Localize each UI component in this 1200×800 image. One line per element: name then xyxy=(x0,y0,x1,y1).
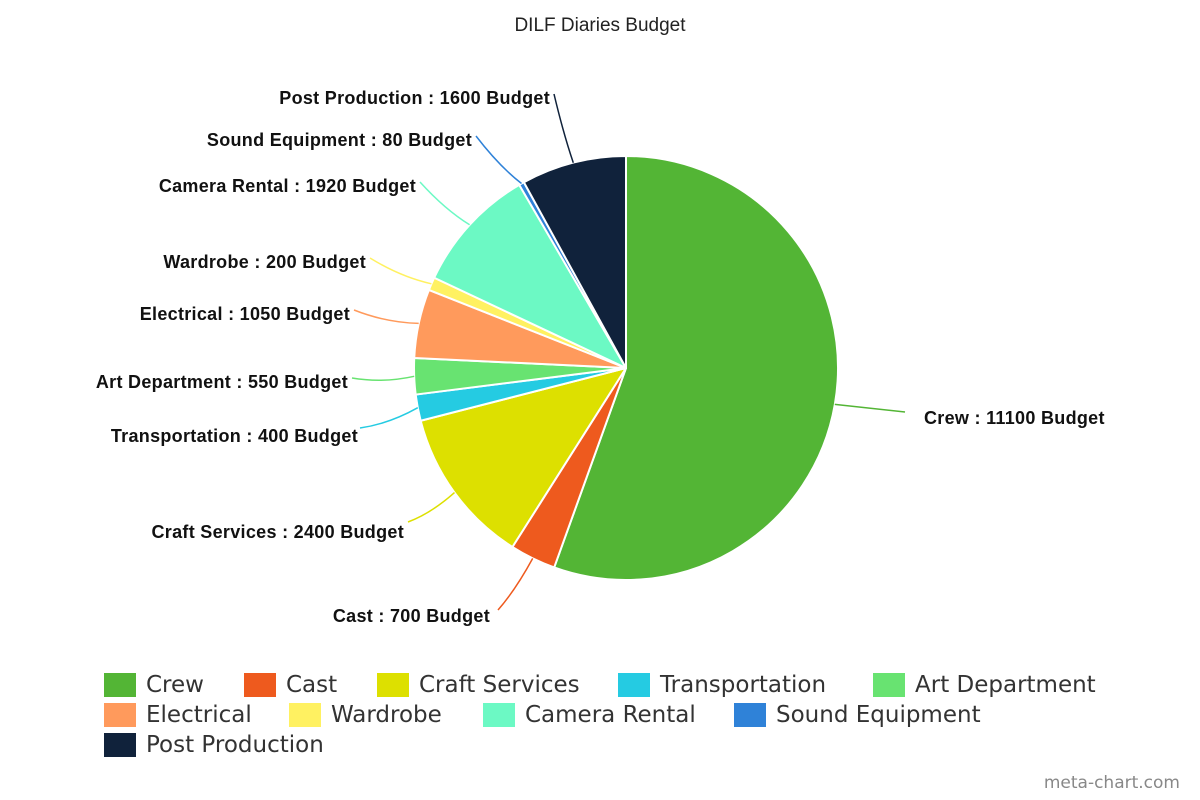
legend-label: Wardrobe xyxy=(331,702,442,728)
pie-slice-crew[interactable] xyxy=(553,155,839,581)
legend-swatch xyxy=(104,733,136,757)
leader-line-post-production xyxy=(553,93,575,163)
leader-line-crew xyxy=(834,403,906,413)
legend-item-post-production[interactable]: Post Production xyxy=(104,732,324,758)
legend-swatch xyxy=(873,673,905,697)
chart-title: DILF Diaries Budget xyxy=(514,15,686,36)
leader-line-sound-equipment xyxy=(475,135,522,185)
data-label-craft-services: Craft Services : 2400 Budget xyxy=(152,522,405,542)
legend-swatch xyxy=(289,703,321,727)
legend-label: Post Production xyxy=(146,732,324,758)
leader-line-craft-services xyxy=(407,492,455,523)
legend-swatch xyxy=(618,673,650,697)
pie-labels: Crew : 11100 Budget Cast : 700 Budget Craf… xyxy=(96,88,1105,626)
legend-label: Sound Equipment xyxy=(776,702,981,728)
legend-item-craft-services[interactable]: Craft Services xyxy=(377,672,580,698)
data-label-sound-equipment: Sound Equipment : 80 Budget xyxy=(207,130,472,150)
legend-swatch xyxy=(483,703,515,727)
legend-label: Electrical xyxy=(146,702,252,728)
legend-swatch xyxy=(377,673,409,697)
data-label-camera-rental: Camera Rental : 1920 Budget xyxy=(159,176,416,196)
legend-label: Crew xyxy=(146,672,204,698)
legend-item-transportation[interactable]: Transportation xyxy=(618,672,826,698)
legend-item-crew[interactable]: Crew xyxy=(104,672,204,698)
pie-slice-post-production[interactable] xyxy=(522,155,627,369)
legend-item-electrical[interactable]: Electrical xyxy=(104,702,252,728)
leader-line-camera-rental xyxy=(419,181,470,226)
data-label-wardrobe: Wardrobe : 200 Budget xyxy=(163,252,366,272)
legend-item-cast[interactable]: Cast xyxy=(244,672,337,698)
leader-line-cast xyxy=(497,558,534,611)
pie-slices xyxy=(413,155,839,581)
pie-slice-camera-rental[interactable] xyxy=(433,183,627,369)
data-label-cast: Cast : 700 Budget xyxy=(333,606,490,626)
leader-line-wardrobe xyxy=(369,257,432,285)
pie-chart: Crew : 11100 Budget Cast : 700 Budget Craf… xyxy=(96,88,1105,626)
legend-swatch xyxy=(104,703,136,727)
legend-item-wardrobe[interactable]: Wardrobe xyxy=(289,702,442,728)
data-label-art-department: Art Department : 550 Budget xyxy=(96,372,348,392)
leader-line-art-department xyxy=(351,375,415,381)
credit-text[interactable]: meta-chart.com xyxy=(1043,773,1180,793)
legend-item-camera-rental[interactable]: Camera Rental xyxy=(483,702,696,728)
leader-line-electrical xyxy=(353,309,419,325)
legend-item-sound-equipment[interactable]: Sound Equipment xyxy=(734,702,981,728)
data-label-crew: Crew : 11100 Budget xyxy=(924,408,1105,428)
legend-label: Transportation xyxy=(660,672,827,698)
legend-label: Craft Services xyxy=(419,672,580,698)
pie-leader-lines xyxy=(351,93,906,611)
data-label-post-production: Post Production : 1600 Budget xyxy=(279,88,550,108)
legend-label: Camera Rental xyxy=(525,702,696,728)
leader-line-transportation xyxy=(359,407,419,429)
data-label-transportation: Transportation : 400 Budget xyxy=(111,426,358,446)
legend-item-art-department[interactable]: Art Department xyxy=(873,672,1096,698)
legend-swatch xyxy=(104,673,136,697)
legend-swatch xyxy=(244,673,276,697)
legend-label: Art Department xyxy=(915,672,1096,698)
legend-label: Cast xyxy=(286,672,338,698)
legend-swatch xyxy=(734,703,766,727)
data-label-electrical: Electrical : 1050 Budget xyxy=(140,304,350,324)
